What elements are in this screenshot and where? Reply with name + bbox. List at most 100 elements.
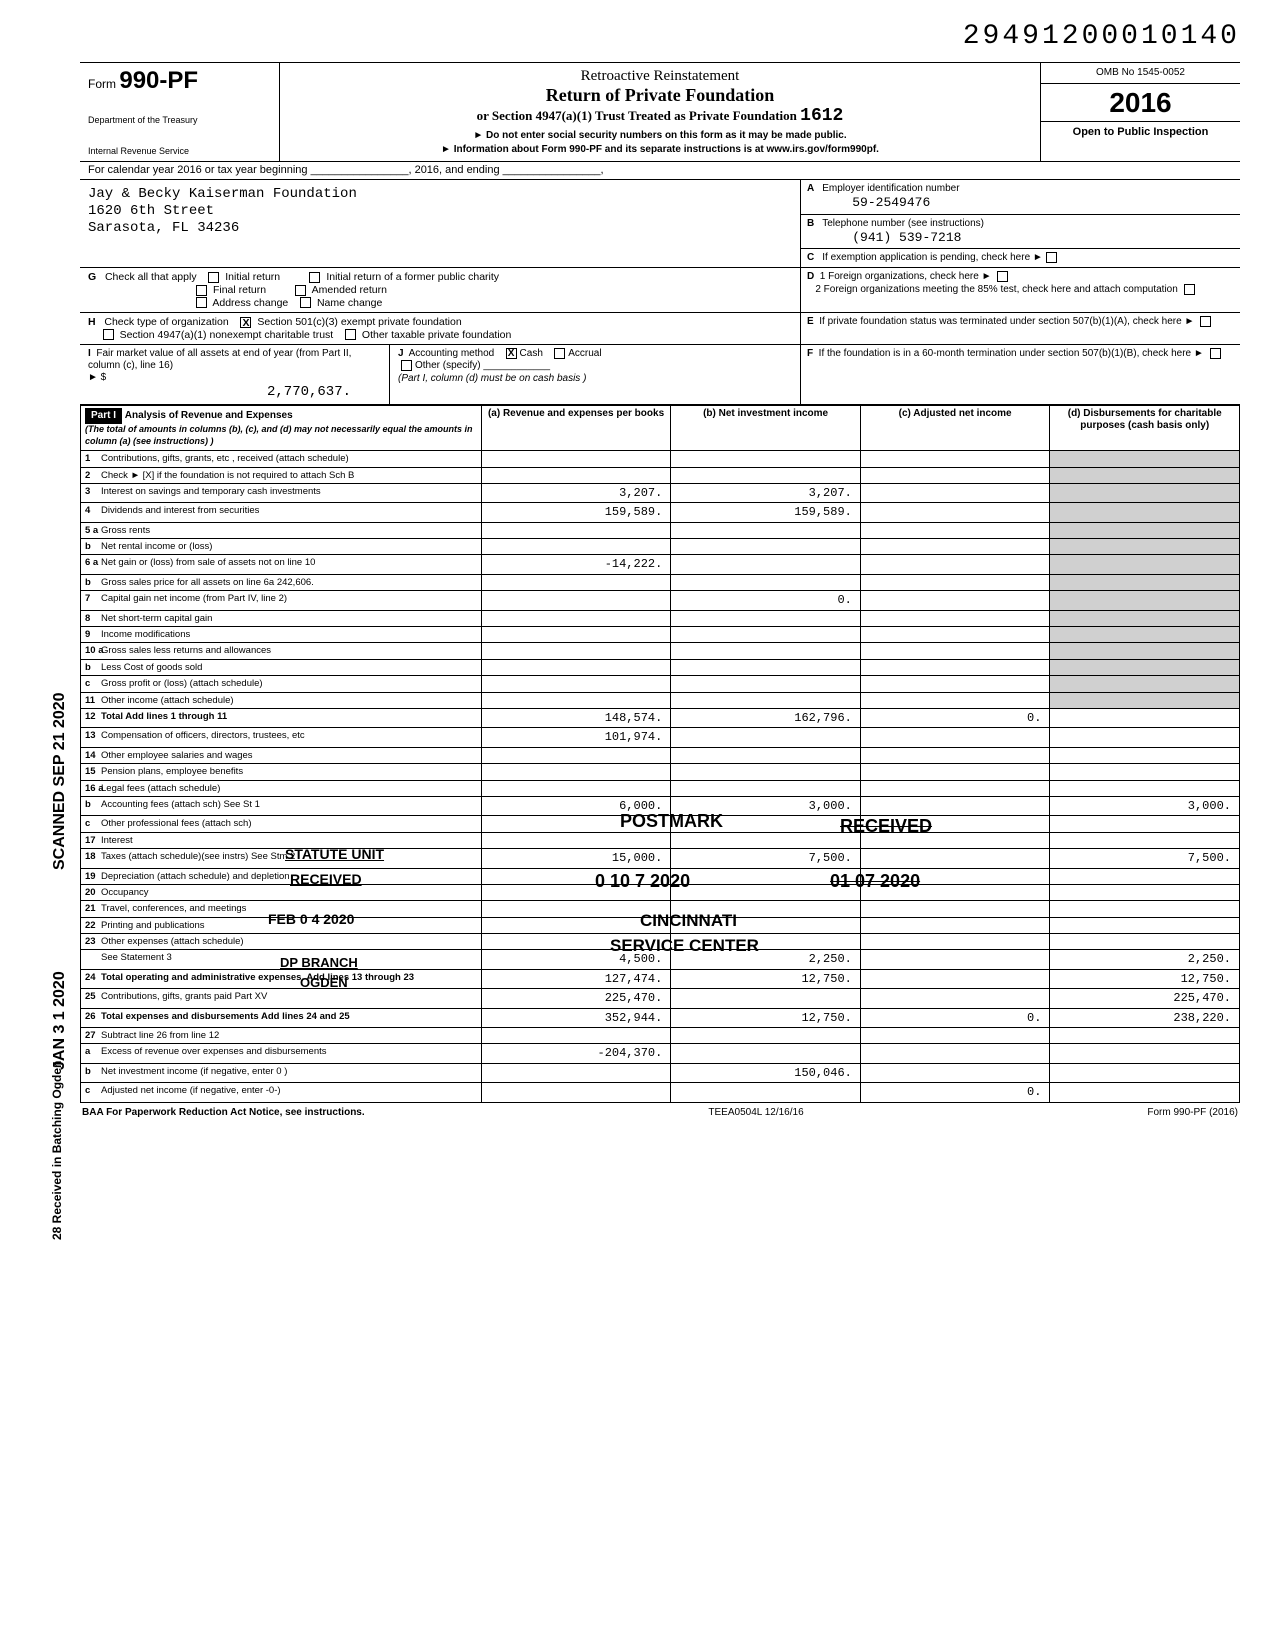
col-a-header: (a) Revenue and expenses per books	[481, 406, 671, 451]
col-c-header: (c) Adjusted net income	[860, 406, 1050, 451]
initial-former-chk[interactable]	[309, 272, 320, 283]
cell-value	[671, 574, 861, 590]
cell-value	[671, 692, 861, 708]
row-label: 12Total Add lines 1 through 11	[81, 708, 482, 727]
box-c-text: If exemption application is pending, che…	[822, 252, 1043, 264]
form-title: Return of Private Foundation	[288, 85, 1032, 107]
row-label: cOther professional fees (attach sch)	[81, 816, 482, 832]
table-row: bGross sales price for all assets on lin…	[81, 574, 1240, 590]
cell-value	[481, 522, 671, 538]
f-checkbox[interactable]	[1210, 348, 1221, 359]
g-text: Check all that apply	[105, 271, 197, 283]
table-row: 6 aNet gain or (loss) from sale of asset…	[81, 555, 1240, 574]
cell-value	[481, 574, 671, 590]
cell-value	[481, 747, 671, 763]
e-arrow: ►	[1184, 316, 1194, 327]
cell-value: 3,207.	[481, 483, 671, 502]
cell-value	[1050, 934, 1240, 950]
table-row: aExcess of revenue over expenses and dis…	[81, 1044, 1240, 1063]
row-label: 9Income modifications	[81, 627, 482, 643]
d2-checkbox[interactable]	[1184, 284, 1195, 295]
cell-value	[860, 849, 1050, 868]
cell-value	[1050, 451, 1240, 467]
cell-value	[1050, 1063, 1240, 1082]
cell-value	[671, 780, 861, 796]
cell-value	[1050, 1028, 1240, 1044]
box-c-checkbox[interactable]	[1046, 252, 1057, 263]
opt-name: Name change	[317, 297, 382, 309]
row-label: 10 aGross sales less returns and allowan…	[81, 643, 482, 659]
g-label: G	[88, 271, 96, 283]
cell-value	[860, 467, 1050, 483]
final-return-chk[interactable]	[196, 285, 207, 296]
table-row: 10 aGross sales less returns and allowan…	[81, 643, 1240, 659]
cash-lbl: Cash	[520, 348, 543, 359]
cell-value	[1050, 643, 1240, 659]
cell-value	[671, 539, 861, 555]
cell-value	[671, 747, 861, 763]
open-inspection: Open to Public Inspection	[1041, 122, 1240, 143]
handwritten-year: 1612	[800, 106, 843, 126]
org-addr2: Sarasota, FL 34236	[88, 220, 792, 237]
cell-value	[481, 451, 671, 467]
cell-value: 0.	[860, 1083, 1050, 1102]
cell-value	[671, 764, 861, 780]
cell-value	[1050, 627, 1240, 643]
name-change-chk[interactable]	[300, 297, 311, 308]
row-label: cGross profit or (loss) (attach schedule…	[81, 676, 482, 692]
cash-chk[interactable]: X	[506, 348, 517, 359]
cell-value: 159,589.	[671, 503, 861, 522]
received-batching-stamp: 28 Received in Batching Ogden	[50, 1061, 64, 1240]
h-opt2-chk[interactable]	[103, 329, 114, 340]
cell-value	[1050, 467, 1240, 483]
cell-value	[481, 659, 671, 675]
h-opt3: Other taxable private foundation	[362, 329, 511, 341]
opt-former: Initial return of a former public charit…	[326, 271, 499, 283]
row-label: 18Taxes (attach schedule)(see instrs) Se…	[81, 849, 482, 868]
amended-chk[interactable]	[295, 285, 306, 296]
cell-value	[860, 503, 1050, 522]
cell-value	[1050, 522, 1240, 538]
addr-change-chk[interactable]	[196, 297, 207, 308]
col-b-header: (b) Net investment income	[671, 406, 861, 451]
f-label: F	[807, 348, 813, 359]
cell-value: 2,250.	[1050, 950, 1240, 969]
table-row: 14Other employee salaries and wages	[81, 747, 1240, 763]
opt-initial: Initial return	[225, 271, 280, 283]
ogden-stamp: OGDEN	[300, 975, 348, 992]
row-label: 4Dividends and interest from securities	[81, 503, 482, 522]
row-label: 11Other income (attach schedule)	[81, 692, 482, 708]
box-a-text: Employer identification number	[822, 183, 1234, 195]
irs-label: Internal Revenue Service	[88, 146, 271, 157]
j-label: J	[398, 348, 404, 359]
cell-value	[860, 692, 1050, 708]
h-opt3-chk[interactable]	[345, 329, 356, 340]
cell-value	[860, 627, 1050, 643]
initial-return-chk[interactable]	[208, 272, 219, 283]
table-row: 1Contributions, gifts, grants, etc , rec…	[81, 451, 1240, 467]
fmv-value: 2,770,637.	[88, 384, 381, 401]
row-label: 7Capital gain net income (from Part IV, …	[81, 591, 482, 610]
cell-value: -204,370.	[481, 1044, 671, 1063]
table-row: 15Pension plans, employee benefits	[81, 764, 1240, 780]
accrual-chk[interactable]	[554, 348, 565, 359]
row-ij: I Fair market value of all assets at end…	[80, 345, 1240, 405]
h-opt1-chk[interactable]: X	[240, 317, 251, 328]
statute-unit-stamp: STATUTE UNIT	[285, 845, 384, 863]
other-chk[interactable]	[401, 360, 412, 371]
cell-value	[481, 692, 671, 708]
row-label: bAccounting fees (attach sch) See St 1	[81, 796, 482, 815]
opt-addr: Address change	[212, 297, 288, 309]
row-label: 16 aLegal fees (attach schedule)	[81, 780, 482, 796]
cell-value	[860, 483, 1050, 502]
row-label: 14Other employee salaries and wages	[81, 747, 482, 763]
row-g: G Check all that apply Initial return In…	[80, 268, 1240, 313]
box-b-label: B	[807, 218, 814, 246]
phone-value: (941) 539-7218	[822, 230, 1234, 246]
e-checkbox[interactable]	[1200, 316, 1211, 327]
box-b-text: Telephone number (see instructions)	[822, 218, 1234, 230]
row-label: bLess Cost of goods sold	[81, 659, 482, 675]
feb-date-stamp: FEB 0 4 2020	[268, 910, 354, 928]
d1-checkbox[interactable]	[997, 271, 1008, 282]
cell-value	[671, 728, 861, 747]
